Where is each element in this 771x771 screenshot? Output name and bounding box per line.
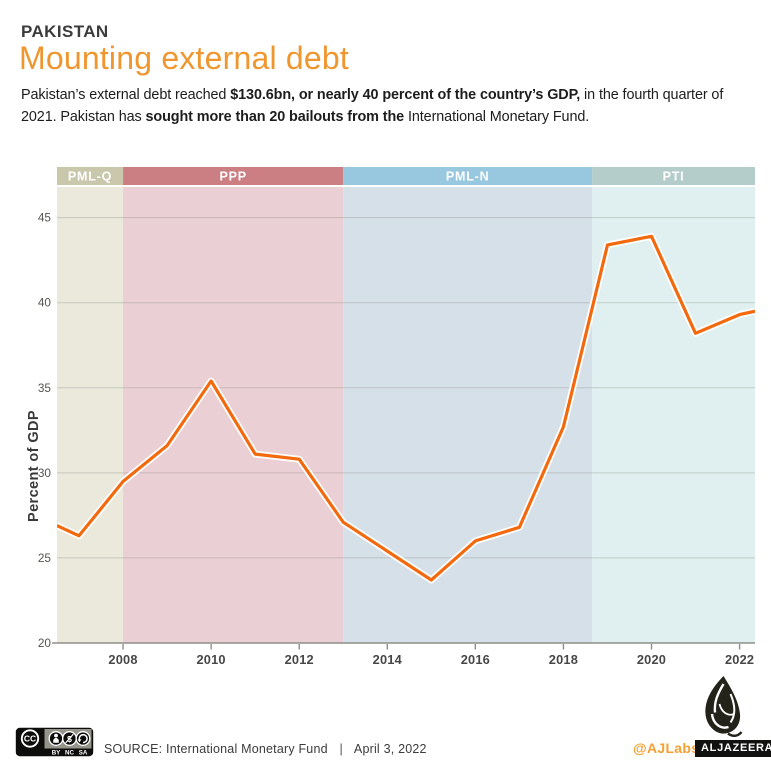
band-label-pti: PTI bbox=[663, 170, 685, 184]
sa-share-alike-icon bbox=[75, 731, 91, 746]
x-tick-label-2008: 2008 bbox=[108, 652, 137, 667]
debt-line bbox=[57, 234, 755, 582]
x-tick-label-2018: 2018 bbox=[549, 652, 578, 667]
band-header-pmln bbox=[343, 167, 593, 185]
intro-segment: Pakistan’s external debt reached bbox=[21, 87, 231, 103]
intro-segment: International Monetary Fund. bbox=[404, 108, 590, 125]
band-fill-pmln bbox=[343, 187, 593, 643]
x-tick-label-2012: 2012 bbox=[285, 652, 314, 667]
band-fill-pti bbox=[592, 187, 755, 643]
band-fill-pmlq bbox=[57, 187, 124, 643]
source-separator: | bbox=[339, 742, 343, 756]
source-label: SOURCE: International Monetary Fund bbox=[104, 742, 328, 756]
y-tick-label-30: 30 bbox=[38, 466, 52, 480]
band-header-pti bbox=[592, 167, 755, 185]
intro-segment: $130.6bn, or nearly 40 percent of the co… bbox=[230, 87, 581, 103]
by-person-icon bbox=[48, 731, 64, 746]
source-line: SOURCE: International Monetary Fund | Ap… bbox=[104, 742, 427, 756]
x-tick-label-2016: 2016 bbox=[461, 652, 490, 667]
sa-label: SA bbox=[79, 750, 88, 757]
x-tick-label-2020: 2020 bbox=[637, 652, 666, 667]
source-date: April 3, 2022 bbox=[353, 742, 427, 756]
intro-paragraph: Pakistan’s external debt reached $130.6b… bbox=[21, 85, 758, 128]
nc-no-dollar-icon: $ bbox=[62, 731, 77, 746]
y-axis-title: Percent of GDP bbox=[26, 410, 42, 522]
y-tick-label-35: 35 bbox=[38, 381, 52, 395]
x-tick-label-2022: 2022 bbox=[725, 652, 754, 667]
cc-icon: CC bbox=[20, 729, 40, 748]
y-tick-label-20: 20 bbox=[38, 636, 52, 650]
x-tick-label-2010: 2010 bbox=[196, 652, 225, 667]
y-tick-label-40: 40 bbox=[38, 296, 52, 310]
kicker: PAKISTAN bbox=[21, 22, 109, 41]
nc-label: NC bbox=[65, 750, 74, 757]
intro-segment: sought more than 20 bailouts from the bbox=[145, 108, 405, 125]
band-label-pmlq: PML-Q bbox=[68, 170, 112, 184]
band-label-ppp: PPP bbox=[219, 170, 246, 184]
svg-text:CC: CC bbox=[24, 734, 36, 744]
band-header-ppp bbox=[123, 167, 344, 185]
y-tick-label-25: 25 bbox=[38, 551, 52, 565]
intro-segment: in the fourth quarter of 2021. Pakistan … bbox=[21, 87, 724, 125]
band-label-pmln: PML-N bbox=[446, 170, 490, 184]
y-tick-label-45: 45 bbox=[38, 211, 52, 225]
x-tick-label-2014: 2014 bbox=[373, 652, 403, 667]
cc-license-badge: CC $ BY NC SA bbox=[15, 727, 94, 757]
band-header-pmlq bbox=[57, 167, 124, 185]
aljazeera-wordmark: ALJAZEERA bbox=[695, 740, 771, 757]
page-title: Mounting external debt bbox=[19, 40, 349, 76]
ajlabs-credit: @AJLabs bbox=[633, 740, 700, 756]
by-label: BY bbox=[52, 750, 61, 757]
aljazeera-flame-icon bbox=[705, 676, 743, 737]
